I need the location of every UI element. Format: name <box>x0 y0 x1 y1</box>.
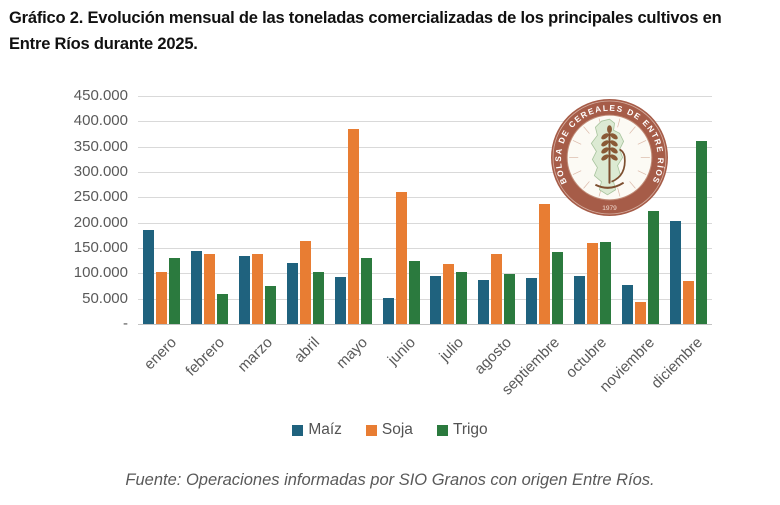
x-label-noviembre: noviembre <box>596 334 659 396</box>
legend: Maíz Soja Trigo <box>0 421 780 439</box>
bar-trigo-noviembre <box>647 210 659 324</box>
bar-maiz-junio <box>382 298 394 324</box>
bar-soja-agosto <box>491 253 503 324</box>
gridline <box>138 172 712 173</box>
y-tick-50000: 50.000 <box>82 289 128 307</box>
bar-maiz-enero <box>143 230 155 324</box>
x-label-febrero: febrero <box>182 334 228 380</box>
bar-trigo-abril <box>312 272 324 324</box>
bar-soja-marzo <box>252 253 264 324</box>
gridline <box>138 197 712 199</box>
bar-maiz-noviembre <box>621 284 633 324</box>
bar-soja-mayo <box>347 128 359 324</box>
bar-trigo-febrero <box>217 293 229 324</box>
bar-soja-noviembre <box>634 301 646 324</box>
bar-soja-julio <box>443 264 455 324</box>
bar-soja-septiembre <box>539 203 551 324</box>
wheat-icon <box>601 125 618 184</box>
y-tick-450000: 450.000 <box>73 87 128 104</box>
y-tick-250000: 250.000 <box>73 188 128 206</box>
legend-label-soja: Soja <box>381 421 413 438</box>
x-label-mayo: mayo <box>333 334 372 372</box>
gridline <box>138 96 712 97</box>
legend-swatch-soja <box>365 424 377 436</box>
bar-trigo-diciembre <box>695 140 707 324</box>
bar-trigo-septiembre <box>552 251 564 324</box>
y-tick-350000: 350.000 <box>73 137 128 155</box>
gridline <box>138 222 712 224</box>
legend-item-maiz: Maíz <box>292 421 342 439</box>
bar-trigo-agosto <box>504 273 516 324</box>
legend-item-soja: Soja <box>365 421 413 439</box>
bar-maiz-septiembre <box>526 277 538 324</box>
bar-trigo-enero <box>169 258 181 324</box>
bar-maiz-agosto <box>478 279 490 324</box>
y-tick-400000: 400.000 <box>73 112 128 130</box>
bar-trigo-marzo <box>265 286 277 324</box>
bar-maiz-febrero <box>191 250 203 324</box>
sickle-icon <box>611 148 626 183</box>
bar-maiz-diciembre <box>669 220 681 324</box>
chart-container: BOLSA DE CEREALES DE ENTRE RÍOS 1979 Maí… <box>0 70 780 462</box>
x-label-octubre: octubre <box>563 334 611 382</box>
chart-title: Gráfico 2. Evolución mensual de las tone… <box>9 9 722 53</box>
legend-swatch-trigo <box>436 424 448 436</box>
x-label-marzo: marzo <box>234 334 276 376</box>
bar-maiz-octubre <box>573 275 585 324</box>
x-label-diciembre: diciembre <box>648 334 707 393</box>
x-axis-line <box>138 324 712 325</box>
bar-maiz-mayo <box>334 276 346 324</box>
legend-item-trigo: Trigo <box>436 421 488 439</box>
y-tick-300000: 300.000 <box>73 163 128 180</box>
y-tick-150000: 150.000 <box>73 239 128 256</box>
gridline <box>138 121 712 123</box>
gridline <box>138 248 712 249</box>
bar-soja-octubre <box>586 242 598 324</box>
bar-trigo-junio <box>408 261 420 324</box>
bar-maiz-marzo <box>239 256 251 324</box>
bar-trigo-octubre <box>599 241 611 324</box>
bolsa-cereales-logo: BOLSA DE CEREALES DE ENTRE RÍOS 1979 <box>551 99 668 216</box>
bar-maiz-abril <box>286 263 298 324</box>
source-caption: Fuente: Operaciones informadas por SIO G… <box>125 471 655 489</box>
x-label-abril: abril <box>291 334 324 367</box>
x-label-junio: junio <box>384 334 420 369</box>
bar-maiz-julio <box>430 275 442 324</box>
bar-soja-abril <box>299 240 311 324</box>
bar-soja-junio <box>395 192 407 324</box>
x-label-agosto: agosto <box>470 334 515 378</box>
x-label-julio: julio <box>436 334 467 365</box>
gridline <box>138 298 712 300</box>
logo-year: 1979 <box>602 205 617 212</box>
bar-trigo-julio <box>456 272 468 324</box>
x-label-septiembre: septiembre <box>498 334 563 399</box>
bar-soja-diciembre <box>682 280 694 324</box>
y-tick-0: - <box>123 315 128 332</box>
bar-soja-febrero <box>204 253 216 324</box>
y-tick-100000: 100.000 <box>73 264 128 282</box>
bar-trigo-mayo <box>360 258 372 324</box>
bar-soja-enero <box>156 272 168 324</box>
gridline <box>138 146 712 148</box>
legend-swatch-maiz <box>292 424 304 436</box>
x-label-enero: enero <box>140 334 180 374</box>
y-tick-200000: 200.000 <box>73 213 128 231</box>
legend-label-maiz: Maíz <box>308 421 342 438</box>
legend-label-trigo: Trigo <box>452 421 488 438</box>
logo-base-icon <box>594 181 625 189</box>
gridline <box>138 273 712 275</box>
